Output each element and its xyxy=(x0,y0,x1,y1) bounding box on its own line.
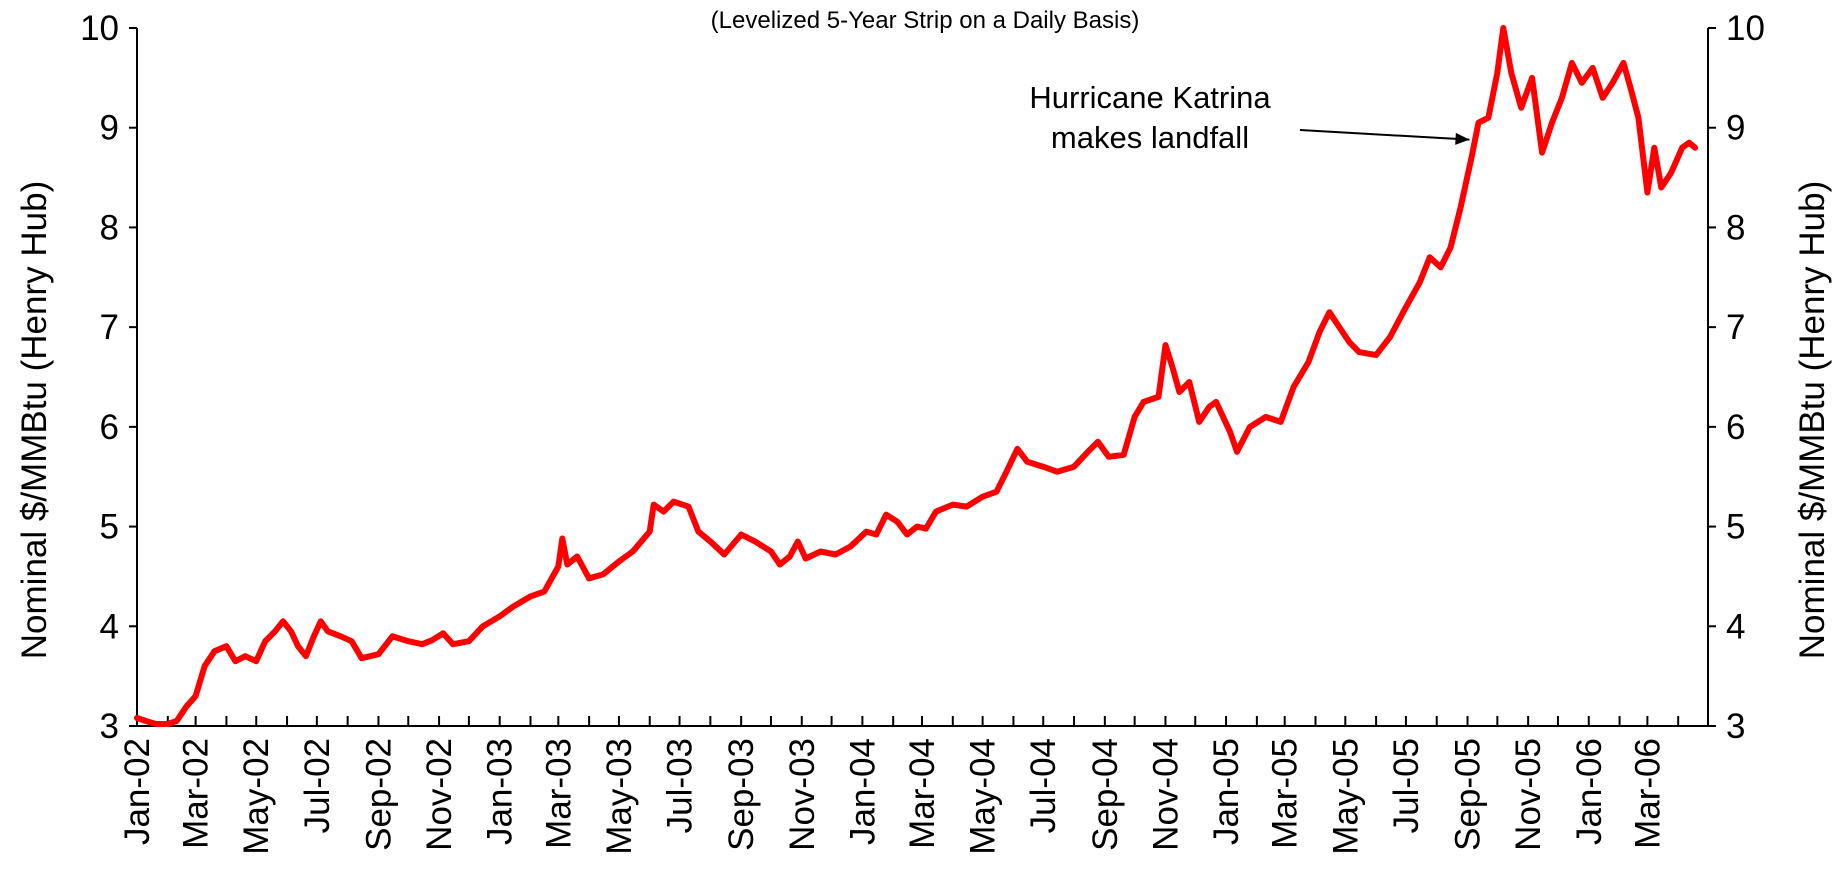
x-tick-label: Jul-03 xyxy=(661,738,700,833)
x-tick-label: Nov-04 xyxy=(1146,738,1185,851)
annotation-text: makes landfall xyxy=(1051,120,1249,155)
x-tick-label: Jul-02 xyxy=(298,738,337,833)
annotation-layer: Hurricane Katrina makes landfall xyxy=(1029,80,1470,155)
series-line xyxy=(134,25,1699,727)
x-tick-label: Mar-02 xyxy=(177,738,216,849)
y-tick-label-left: 9 xyxy=(100,109,119,148)
x-tick-label: Jul-04 xyxy=(1024,738,1063,833)
x-tick-label: Nov-05 xyxy=(1509,738,1548,851)
x-tick-label: Nov-03 xyxy=(783,738,822,851)
x-tick-label: Mar-06 xyxy=(1628,738,1667,849)
x-tick-label: Sep-05 xyxy=(1449,738,1488,851)
y-tick-label-right: 7 xyxy=(1726,308,1745,347)
x-tick-label: Jan-05 xyxy=(1207,738,1246,845)
y-tick-label-right: 5 xyxy=(1726,508,1745,547)
chart-subtitle: (Levelized 5-Year Strip on a Daily Basis… xyxy=(711,7,1140,34)
x-tick-label: Sep-02 xyxy=(359,738,398,851)
y-tick-label-right: 4 xyxy=(1726,607,1745,646)
y-axis-ticks: 3 3 4 4 5 5 6 6 7 7 8 8 9 9 10 10 xyxy=(80,9,1765,746)
annotation-arrowhead xyxy=(1455,132,1470,145)
y-tick-label-right: 8 xyxy=(1726,208,1745,247)
x-tick-label: Jan-02 xyxy=(118,738,157,845)
x-tick-label: Jul-05 xyxy=(1387,738,1426,833)
x-tick-label: Jan-03 xyxy=(481,738,520,845)
x-tick-label: Sep-04 xyxy=(1086,738,1125,851)
y-tick-label-left: 8 xyxy=(100,208,119,247)
y-tick-label-left: 4 xyxy=(100,607,119,646)
x-tick-label: May-03 xyxy=(600,738,639,855)
y-tick-label-left: 5 xyxy=(100,508,119,547)
x-tick-label: Mar-04 xyxy=(903,738,942,849)
y-tick-label-left: 7 xyxy=(100,308,119,347)
x-tick-label: Nov-02 xyxy=(420,738,459,851)
x-tick-label: May-02 xyxy=(237,738,276,855)
x-tick-label: Sep-03 xyxy=(722,738,761,851)
x-tick-label: Mar-03 xyxy=(539,738,578,849)
y-tick-label-left: 3 xyxy=(100,707,119,746)
y-axis-label-right: Nominal $/MMBtu (Henry Hub) xyxy=(1793,181,1832,659)
x-tick-label: Jan-04 xyxy=(843,738,882,845)
y-tick-label-right: 9 xyxy=(1726,109,1745,148)
y-tick-label-right: 10 xyxy=(1726,9,1765,48)
series-layer xyxy=(134,25,1699,727)
annotation-text: Hurricane Katrina xyxy=(1029,80,1271,115)
x-tick-label: Jan-06 xyxy=(1570,738,1609,845)
y-tick-label-right: 3 xyxy=(1726,707,1745,746)
x-tick-label: Mar-05 xyxy=(1266,738,1305,849)
x-axis-ticks: Jan-02 Mar-02 May-02 Jul-02 Sep-02 Nov-02 Jan-… xyxy=(118,716,1709,855)
x-tick-label: May-04 xyxy=(964,738,1003,855)
y-tick-label-left: 6 xyxy=(100,408,119,447)
y-tick-label-left: 10 xyxy=(80,9,119,48)
y-tick-label-right: 6 xyxy=(1726,408,1745,447)
annotation-arrow xyxy=(1299,129,1470,141)
y-axis-label-left: Nominal $/MMBtu (Henry Hub) xyxy=(15,181,54,659)
x-tick-label: May-05 xyxy=(1326,738,1365,855)
